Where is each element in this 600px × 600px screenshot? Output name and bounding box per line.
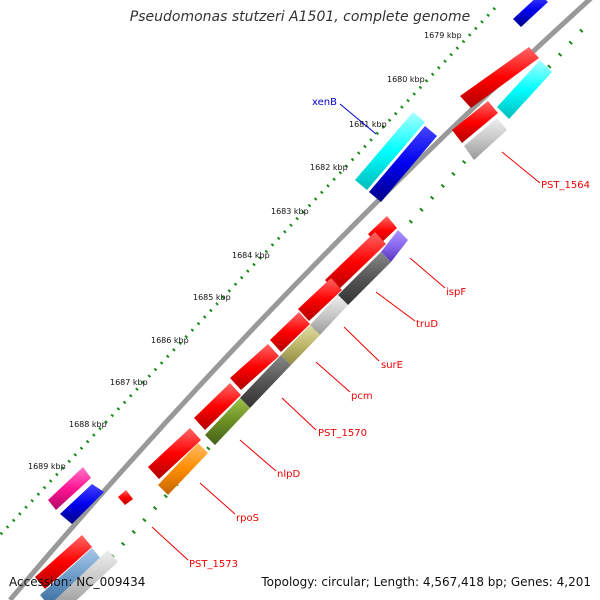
gene-gray-bottom [55, 550, 118, 600]
gene-rpoS [158, 443, 208, 495]
gene-label-rpos: rpoS [236, 513, 259, 524]
gene-red-1685 [270, 312, 310, 352]
gene-red-1688 [148, 428, 201, 479]
gene-PST-1564 [464, 118, 507, 160]
tick-label: 1686 kbp [151, 336, 189, 345]
gene-red-1564a [452, 101, 498, 143]
genome-backbone [8, 0, 593, 600]
gene-label-pst-1573: PST_1573 [189, 559, 238, 570]
gene-label-trud: truD [416, 319, 438, 330]
gene-pink-1689 [48, 467, 91, 510]
gene-surE [310, 295, 348, 335]
tick-label: 1679 kbp [424, 31, 462, 40]
tick-label: 1685 kbp [193, 293, 231, 302]
inner-strand-features [40, 230, 408, 600]
gene-pcm [281, 325, 320, 365]
genome-summary-text: Topology: circular; Length: 4,567,418 bp… [261, 575, 591, 589]
tick-label: 1689 kbp [28, 462, 66, 471]
gene-label-pcm: pcm [351, 391, 373, 402]
tick-label: 1687 kbp [110, 378, 148, 387]
tick-label: 1683 kbp [271, 207, 309, 216]
gene-red-1680 [460, 47, 539, 108]
gene-red-1684a [325, 232, 386, 292]
gene-label-pst-1564: PST_1564 [541, 180, 590, 191]
gene-labels: xenB PST_1564 ispF truD surE pcm PST_1570 nlpD r… [189, 97, 590, 570]
tick-label: 1684 kbp [232, 251, 270, 260]
gene-red-1686 [230, 344, 279, 390]
tick-labels: 1679 kbp 1680 kbp 1681 kbp 1682 kbp 1683 kbp… [28, 31, 462, 471]
accession-text: Accession: NC_009434 [9, 575, 146, 589]
label-connectors [151, 103, 541, 561]
outer-dotted-track [0, 6, 497, 537]
gene-red-1684b [298, 278, 342, 321]
tick-label: 1681 kbp [349, 120, 387, 129]
gene-label-sure: surE [381, 360, 403, 371]
tick-label: 1680 kbp [387, 75, 425, 84]
gene-red-bottom [35, 535, 92, 589]
gene-red-small [118, 490, 133, 505]
gene-xenB [355, 112, 425, 190]
tick-label: 1688 kbp [69, 420, 107, 429]
gene-blue-top [513, 0, 548, 27]
tick-label: 1682 kbp [310, 163, 348, 172]
gene-blue-xenB [369, 126, 437, 202]
gene-label-pst-1570: PST_1570 [318, 428, 367, 439]
gene-nlpD [205, 398, 250, 445]
gene-PST-1570 [240, 355, 291, 408]
page-title: Pseudomonas stutzeri A1501, complete gen… [129, 9, 471, 25]
outer-strand-features [35, 0, 552, 589]
gene-red-1687 [194, 383, 241, 430]
gene-label-ispf: ispF [446, 287, 466, 298]
gene-label-xenb: xenB [312, 97, 337, 108]
gene-blue-1689 [60, 484, 104, 524]
gene-truD [338, 252, 391, 305]
gene-steel-bottom [40, 548, 102, 600]
gene-ispF [381, 230, 408, 262]
gene-cyan-1680 [497, 60, 552, 119]
gene-label-nlpd: nlpD [277, 469, 300, 480]
